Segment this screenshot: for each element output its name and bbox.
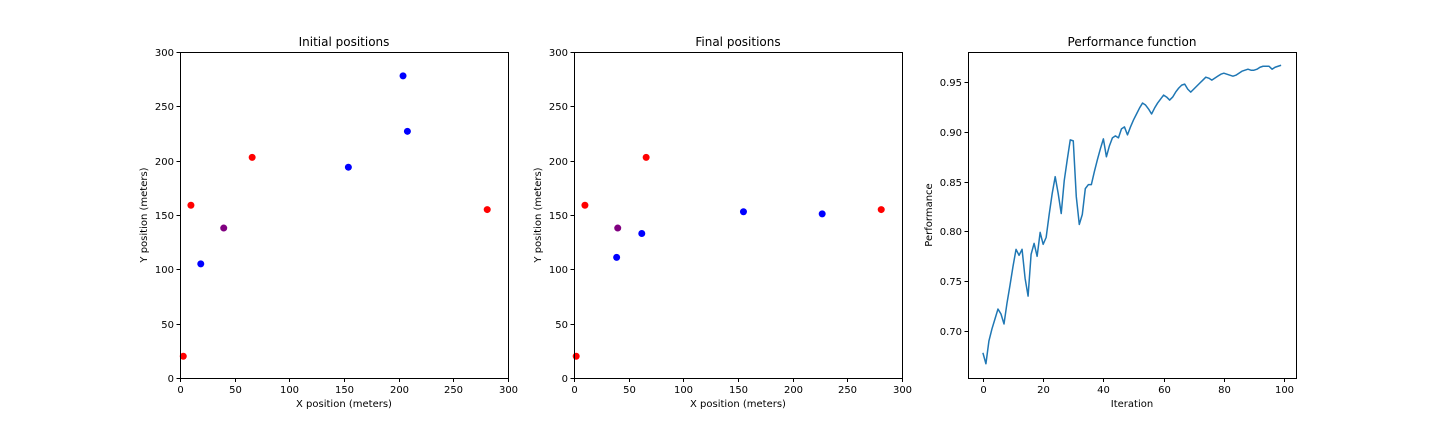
data-point	[614, 224, 622, 232]
x-tick-label: 100	[674, 385, 693, 396]
x-tick-label: 60	[1158, 385, 1171, 396]
y-tick-label: 0.95	[940, 78, 962, 89]
axes-frame	[180, 52, 509, 379]
y-tick-label: 0	[562, 374, 568, 385]
y-axis-label: Y position (meters)	[533, 167, 544, 263]
x-axis-label: X position (meters)	[690, 399, 786, 410]
y-tick-label: 0.90	[940, 128, 962, 139]
y-tick-label: 250	[155, 102, 174, 113]
y-tick-label: 300	[155, 48, 174, 59]
y-tick-label: 0.80	[940, 227, 962, 238]
x-tick-label: 0	[571, 385, 577, 396]
x-tick-label: 80	[1218, 385, 1231, 396]
data-point	[197, 260, 205, 268]
data-point	[248, 153, 256, 161]
y-tick-label: 300	[549, 48, 568, 59]
chart-panel-3: 0 20 40 60 80 100 0.70 0.75 0.80 0.85 0.90 0.95 Perf…	[924, 35, 1297, 410]
data-point	[581, 201, 589, 209]
series-line	[982, 64, 1282, 365]
x-tick-label: 50	[623, 385, 636, 396]
y-tick-label: 100	[155, 265, 174, 276]
data-point	[403, 127, 411, 135]
y-tick-label: 200	[549, 157, 568, 168]
axes-frame	[968, 52, 1297, 379]
x-tick-label: 300	[893, 385, 912, 396]
chart-title: Performance function	[1068, 35, 1197, 49]
data-point	[179, 352, 187, 360]
x-axis-label: Iteration	[1111, 399, 1153, 410]
data-point	[613, 253, 621, 261]
x-tick-label: 40	[1097, 385, 1110, 396]
data-point	[220, 224, 228, 232]
x-tick-label: 250	[444, 385, 463, 396]
data-point	[187, 201, 195, 209]
y-tick-label: 0.70	[940, 327, 962, 338]
data-point	[642, 153, 650, 161]
y-tick-label: 150	[549, 211, 568, 222]
x-tick-label: 150	[335, 385, 354, 396]
axes-frame	[574, 52, 903, 379]
x-tick-label: 250	[838, 385, 857, 396]
data-point	[399, 72, 407, 80]
chart-title: Final positions	[695, 35, 780, 49]
y-tick-label: 100	[549, 265, 568, 276]
y-axis-label: Performance	[924, 183, 935, 246]
y-axis-label: Y position (meters)	[139, 167, 150, 263]
x-tick-label: 100	[280, 385, 299, 396]
y-tick-label: 0	[168, 374, 174, 385]
data-point	[483, 206, 491, 214]
x-tick-label: 200	[390, 385, 409, 396]
x-tick-label: 0	[177, 385, 183, 396]
x-tick-label: 200	[784, 385, 803, 396]
x-tick-label: 50	[229, 385, 242, 396]
data-point	[739, 208, 747, 216]
data-point	[877, 206, 885, 214]
chart-panel-2: 0 50 100 150 200 250 300 0 50 100 150 200 250 300 Fina…	[533, 35, 912, 410]
y-tick-label: 50	[555, 320, 568, 331]
x-tick-label: 20	[1037, 385, 1050, 396]
x-tick-label: 100	[1275, 385, 1294, 396]
chart-title: Initial positions	[299, 35, 390, 49]
chart-panel-1: 0 50 100 150 200 250 300 0 50 100 150 200 250 300 Init…	[139, 35, 518, 410]
data-point	[818, 210, 826, 218]
y-tick-label: 50	[161, 320, 174, 331]
data-point	[572, 352, 580, 360]
y-tick-label: 0.85	[940, 178, 962, 189]
x-tick-label: 0	[980, 385, 986, 396]
x-axis-label: X position (meters)	[296, 399, 392, 410]
x-tick-label: 150	[729, 385, 748, 396]
data-point	[344, 163, 352, 171]
data-point	[638, 229, 646, 237]
y-tick-label: 250	[549, 102, 568, 113]
y-tick-label: 0.75	[940, 277, 962, 288]
x-tick-label: 300	[499, 385, 518, 396]
y-tick-label: 200	[155, 157, 174, 168]
y-tick-label: 150	[155, 211, 174, 222]
